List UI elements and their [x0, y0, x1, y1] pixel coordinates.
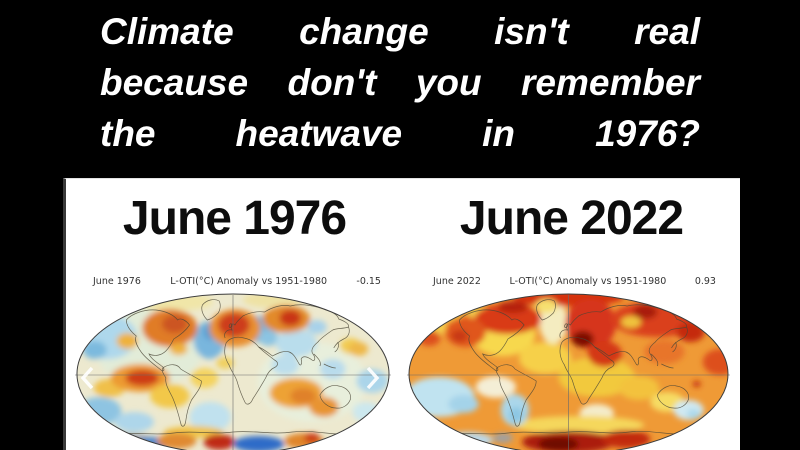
comparison-panel: June 1976 June 2022 June 1976 L-OTI(°C) …: [63, 178, 740, 450]
meme-word: because: [100, 62, 249, 103]
meme-word: isn't: [494, 11, 569, 52]
anomaly-map-2022: [407, 293, 730, 450]
meme-caption: Climate change isn't real because don't …: [100, 6, 700, 159]
meme-word: heatwave: [235, 113, 403, 154]
anomaly-map-1976: [75, 293, 391, 450]
caption-date: June 2022: [433, 275, 481, 287]
meme-word: you: [415, 62, 482, 103]
meme-word: don't: [287, 62, 377, 103]
caption-anomaly-value: -0.15: [356, 275, 381, 287]
map-column-2022: June 2022 L-OTI(°C) Anomaly vs 1951-1980…: [407, 272, 730, 450]
meme-caption-line-3: the heatwave in 1976?: [100, 108, 700, 159]
meme-word: the: [100, 113, 156, 154]
meme-word: 1976?: [595, 113, 700, 154]
right-map-title: June 2022: [459, 192, 684, 245]
meme-word: in: [482, 113, 516, 154]
map-caption-2022: June 2022 L-OTI(°C) Anomaly vs 1951-1980…: [407, 272, 730, 290]
meme-word: remember: [521, 62, 700, 103]
meme-caption-line-2: because don't you remember: [100, 57, 700, 108]
meme-word: real: [634, 11, 700, 52]
meme-word: Climate: [100, 11, 234, 52]
caption-metric: L-OTI(°C) Anomaly vs 1951-1980: [509, 275, 667, 287]
caption-anomaly-value: 0.93: [694, 275, 716, 287]
caption-metric: L-OTI(°C) Anomaly vs 1951-1980: [170, 275, 328, 287]
meme-caption-line-1: Climate change isn't real: [100, 6, 700, 57]
caption-date: June 1976: [93, 275, 141, 287]
carousel-next-icon[interactable]: [362, 364, 382, 392]
map-caption-1976: June 1976 L-OTI(°C) Anomaly vs 1951-1980…: [75, 272, 391, 290]
carousel-prev-icon[interactable]: [78, 364, 98, 392]
map-titles-row: June 1976 June 2022: [66, 193, 740, 245]
left-map-title: June 1976: [122, 192, 347, 245]
map-column-1976: June 1976 L-OTI(°C) Anomaly vs 1951-1980…: [75, 272, 391, 450]
meme-word: change: [299, 11, 429, 52]
